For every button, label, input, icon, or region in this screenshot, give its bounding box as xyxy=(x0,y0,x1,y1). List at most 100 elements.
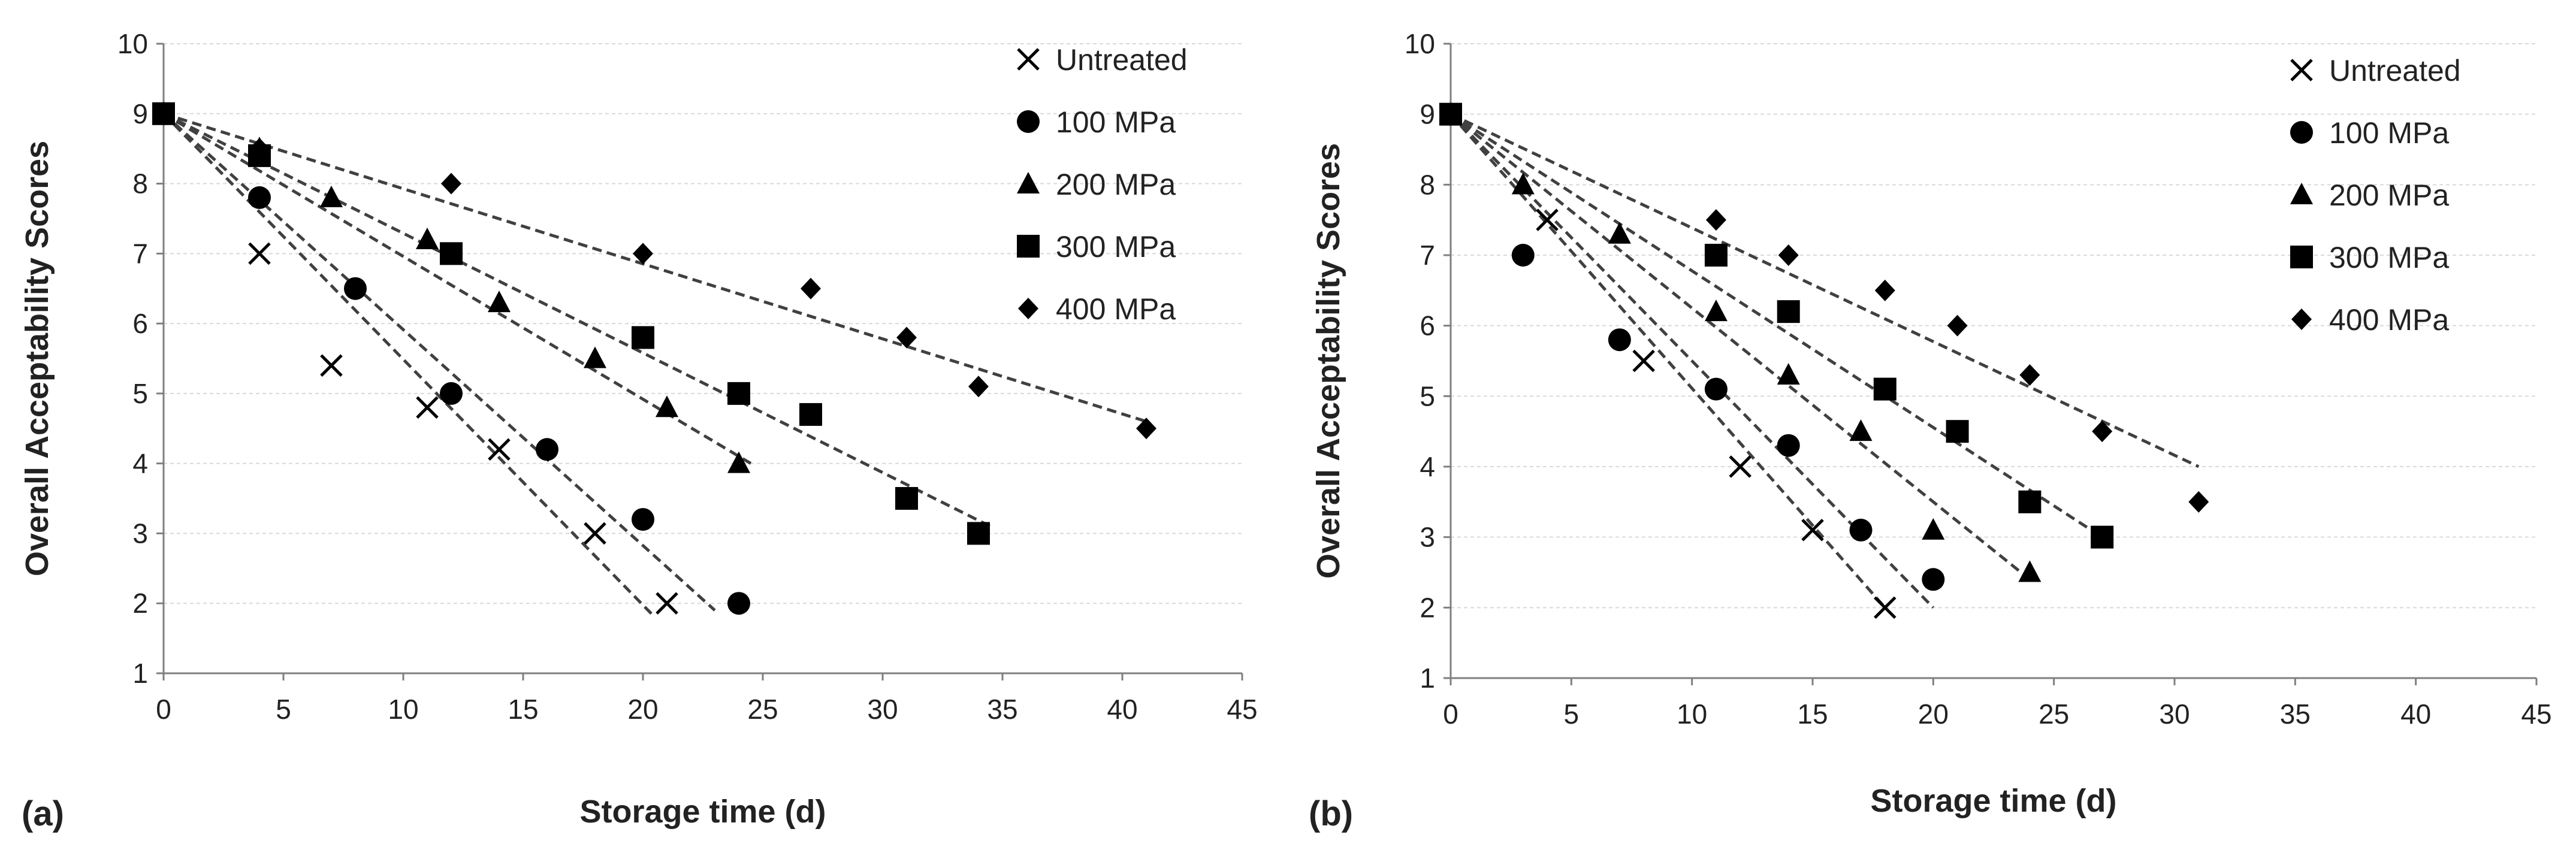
data-point xyxy=(1873,377,1896,401)
legend-marker xyxy=(2290,246,2313,268)
series-300-mpa xyxy=(1439,102,2114,549)
data-point xyxy=(1874,596,1896,619)
data-point xyxy=(967,522,990,545)
legend-item: 300 MPa xyxy=(2290,241,2449,274)
y-axis-title: Overall Acceptability Scores xyxy=(19,141,55,576)
legend-marker xyxy=(2290,121,2313,144)
data-point xyxy=(727,382,750,405)
data-point xyxy=(1704,300,1728,322)
data-point xyxy=(968,376,989,398)
legend-label: 300 MPa xyxy=(2329,241,2449,274)
data-point xyxy=(153,102,174,125)
legend-item: Untreated xyxy=(2290,54,2461,87)
y-tick-label: 10 xyxy=(1405,28,1435,59)
x-tick-label: 15 xyxy=(1797,698,1828,730)
legend-marker xyxy=(1017,48,1040,71)
legend-item: 400 MPa xyxy=(1018,292,1176,326)
y-tick-label: 1 xyxy=(1420,663,1435,694)
legend-item: 200 MPa xyxy=(2290,179,2449,212)
data-point xyxy=(416,227,439,249)
x-tick-label: 40 xyxy=(2400,698,2431,730)
y-tick-label: 4 xyxy=(132,448,148,479)
data-point xyxy=(2018,490,2042,513)
data-point xyxy=(1705,209,1726,231)
data-point xyxy=(416,396,439,419)
data-point xyxy=(1536,208,1559,231)
legend: Untreated 100 MPa 200 MPa 300 MPa 400 MPa xyxy=(2290,54,2461,337)
x-tick-label: 5 xyxy=(1564,698,1580,730)
x-tick-label: 10 xyxy=(1677,698,1707,730)
legend-marker xyxy=(2290,59,2313,81)
y-tick-label: 1 xyxy=(132,658,148,689)
y-tick-label: 9 xyxy=(132,98,148,129)
trendline-untreated xyxy=(162,113,656,619)
data-point xyxy=(1922,568,1945,591)
data-point xyxy=(320,354,343,377)
data-point xyxy=(1704,377,1728,401)
y-tick-label: 5 xyxy=(1420,380,1435,412)
gridlines xyxy=(1451,43,2536,609)
y-tick-label: 5 xyxy=(132,378,148,409)
legend-item: 100 MPa xyxy=(2290,116,2449,150)
legend-label: 300 MPa xyxy=(1056,230,1176,264)
data-point xyxy=(1632,349,1655,373)
data-point xyxy=(248,242,271,265)
data-point xyxy=(1777,363,1800,385)
data-point xyxy=(801,277,821,300)
legend-item: 200 MPa xyxy=(1017,168,1176,201)
panel-label: (b) xyxy=(1309,794,1353,833)
data-point xyxy=(656,395,678,418)
y-tick-label: 3 xyxy=(1420,522,1435,553)
data-point xyxy=(1608,222,1631,244)
x-tick-label: 15 xyxy=(508,694,538,725)
data-point xyxy=(1777,300,1800,323)
x-axis-title: Storage time (d) xyxy=(1870,783,2116,819)
data-point xyxy=(249,138,270,160)
data-point xyxy=(1849,419,1873,441)
y-tick-label: 9 xyxy=(1420,99,1435,130)
y-tick-label: 6 xyxy=(1420,310,1435,341)
gridlines xyxy=(164,43,1242,604)
data-point xyxy=(1947,314,1968,337)
trendline-300-mpa xyxy=(162,112,992,528)
data-point xyxy=(632,508,654,531)
data-point xyxy=(1136,418,1156,440)
data-point xyxy=(895,487,918,510)
y-tick-label: 7 xyxy=(132,238,148,269)
y-axis-title: Overall Acceptability Scores xyxy=(1310,143,1346,579)
data-point xyxy=(584,522,606,545)
trendline-200-mpa xyxy=(1449,113,2031,581)
data-point xyxy=(440,382,463,405)
x-tick-label: 45 xyxy=(2521,698,2551,730)
data-point xyxy=(320,185,343,207)
legend-label: 400 MPa xyxy=(2329,303,2449,337)
series-400-mpa xyxy=(1440,103,2209,513)
data-point xyxy=(1511,173,1535,195)
legend-marker xyxy=(2290,183,2313,204)
legend-marker xyxy=(2291,308,2312,330)
x-tick-label: 30 xyxy=(2159,698,2190,730)
y-tick-label: 2 xyxy=(1420,592,1435,623)
data-point xyxy=(1608,328,1631,352)
data-point xyxy=(441,173,461,195)
data-point xyxy=(727,451,750,473)
y-tick-label: 7 xyxy=(1420,240,1435,271)
x-tick-label: 5 xyxy=(276,694,291,725)
legend-item: 400 MPa xyxy=(2291,303,2449,337)
data-point xyxy=(656,592,678,615)
panel-label: (a) xyxy=(22,794,64,833)
trendline-400-mpa xyxy=(1449,113,2200,468)
data-point xyxy=(2091,525,2114,549)
data-point xyxy=(799,403,822,426)
data-point xyxy=(1801,519,1824,542)
trendline-400-mpa xyxy=(163,112,1147,423)
legend-label: 100 MPa xyxy=(2329,116,2449,150)
legend-marker xyxy=(1017,110,1040,133)
legend-marker xyxy=(1017,172,1040,193)
data-point xyxy=(2018,560,2042,582)
legend-label: Untreated xyxy=(2329,54,2461,87)
data-point xyxy=(488,438,511,461)
x-tick-label: 0 xyxy=(156,694,171,725)
legend-label: 100 MPa xyxy=(1056,105,1176,139)
